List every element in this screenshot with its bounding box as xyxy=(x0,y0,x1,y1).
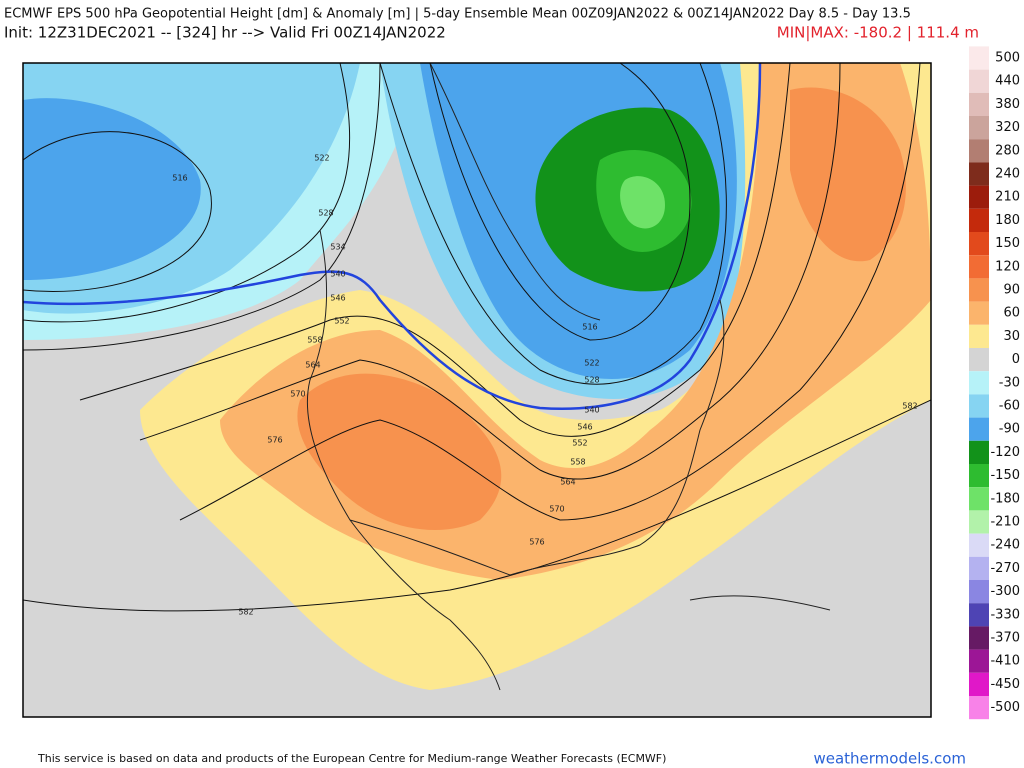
contour-label: 570 xyxy=(549,505,564,514)
contour-label: 516 xyxy=(172,174,187,183)
legend-swatch xyxy=(969,533,989,557)
contour-label: 570 xyxy=(290,390,305,399)
contour-label: 558 xyxy=(570,458,585,467)
legend-swatch xyxy=(969,92,989,116)
legend-swatch xyxy=(969,649,989,673)
legend-label: 320 xyxy=(995,120,1020,135)
contour-label: 522 xyxy=(584,359,599,368)
legend-label: 150 xyxy=(995,236,1020,251)
legend-swatch xyxy=(969,301,989,325)
contour-label: 576 xyxy=(529,538,544,547)
legend-label: 280 xyxy=(995,143,1020,158)
legend-swatch xyxy=(969,580,989,604)
legend-swatch xyxy=(969,417,989,441)
legend-swatch xyxy=(969,185,989,209)
contour-label: 558 xyxy=(307,336,322,345)
legend-swatch xyxy=(969,696,989,720)
legend-label: 60 xyxy=(1003,306,1020,321)
legend-label: -270 xyxy=(990,561,1020,576)
legend-swatch xyxy=(969,464,989,488)
legend-label: 500 xyxy=(995,51,1020,66)
legend-label: 90 xyxy=(1003,283,1020,298)
legend-swatch xyxy=(969,672,989,696)
legend-label: 210 xyxy=(995,190,1020,205)
legend-swatch xyxy=(969,116,989,140)
contour-label: 564 xyxy=(560,478,575,487)
legend-swatch xyxy=(969,232,989,256)
site-link[interactable]: weathermodels.com xyxy=(813,750,966,768)
contour-label: 546 xyxy=(577,423,592,432)
legend-swatch xyxy=(969,510,989,534)
legend-swatch xyxy=(969,394,989,418)
contour-label: 552 xyxy=(334,317,349,326)
legend-label: 440 xyxy=(995,74,1020,89)
legend-label: -300 xyxy=(990,584,1020,599)
credit: This service is based on data and produc… xyxy=(37,752,666,765)
legend-swatch xyxy=(969,440,989,464)
legend-swatch xyxy=(969,139,989,163)
title: ECMWF EPS 500 hPa Geopotential Height [d… xyxy=(4,7,911,22)
init-line: Init: 12Z31DEC2021 -- [324] hr --> Valid… xyxy=(4,24,446,42)
contour-label: 540 xyxy=(330,270,345,279)
legend-label: -240 xyxy=(990,538,1020,553)
contour-label: 564 xyxy=(305,361,320,370)
contours xyxy=(23,63,931,612)
legend-label: -60 xyxy=(999,399,1020,414)
legend-swatch xyxy=(969,371,989,395)
legend-label: 180 xyxy=(995,213,1020,228)
map xyxy=(23,63,931,717)
contour-label: 540 xyxy=(584,406,599,415)
legend-label: 30 xyxy=(1003,329,1020,344)
legend-swatch xyxy=(969,69,989,93)
contour-label: 552 xyxy=(572,439,587,448)
coastlines xyxy=(306,63,831,691)
legend-label: -120 xyxy=(990,445,1020,460)
legend-swatch xyxy=(969,626,989,650)
legend-label: -370 xyxy=(990,631,1020,646)
contour-label: 516 xyxy=(582,323,597,332)
legend-swatch xyxy=(969,46,989,70)
legend-swatch xyxy=(969,603,989,627)
legend-swatch xyxy=(969,278,989,302)
contour-label: 522 xyxy=(314,154,329,163)
legend-swatch xyxy=(969,208,989,232)
legend-label: -210 xyxy=(990,515,1020,530)
legend-label: 120 xyxy=(995,259,1020,274)
legend-swatch xyxy=(969,324,989,348)
legend-label: -330 xyxy=(990,607,1020,622)
contour-label: 576 xyxy=(267,436,282,445)
legend-label: 380 xyxy=(995,97,1020,112)
legend-label: -500 xyxy=(990,700,1020,715)
legend-swatch xyxy=(969,487,989,511)
legend-label: -90 xyxy=(999,422,1020,437)
min-max: MIN|MAX: -180.2 | 111.4 m xyxy=(777,24,979,42)
legend-label: -180 xyxy=(990,491,1020,506)
legend-label: 0 xyxy=(1012,352,1020,367)
legend-label: -410 xyxy=(990,654,1020,669)
legend-swatch xyxy=(969,162,989,186)
contour-label: 582 xyxy=(902,402,917,411)
legend-label: -150 xyxy=(990,468,1020,483)
legend-label: -450 xyxy=(990,677,1020,692)
legend-label: 240 xyxy=(995,167,1020,182)
legend-label: -30 xyxy=(999,375,1020,390)
legend-swatch xyxy=(969,348,989,372)
legend-swatch xyxy=(969,556,989,580)
contour-label: 528 xyxy=(584,376,599,385)
contour-label: 534 xyxy=(330,243,345,252)
contour-label: 582 xyxy=(238,608,253,617)
map-frame xyxy=(22,62,932,718)
contour-label: 546 xyxy=(330,294,345,303)
legend-swatch xyxy=(969,255,989,279)
contour-label: 528 xyxy=(318,209,333,218)
